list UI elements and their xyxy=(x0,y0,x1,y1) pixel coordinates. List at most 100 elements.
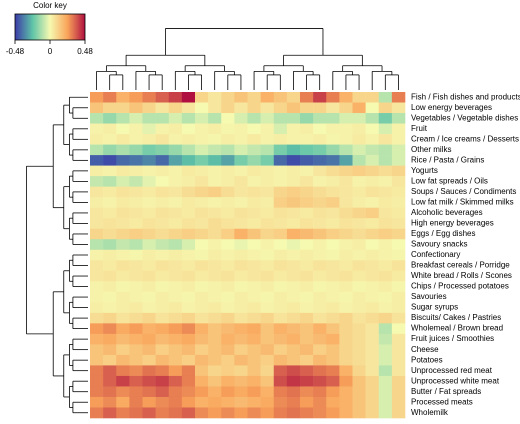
heatmap-cell xyxy=(339,123,353,135)
heatmap-cell xyxy=(273,407,288,419)
row-label: White bread / Rolls / Scones xyxy=(411,271,512,280)
row-label: Low fat spreads / Oils xyxy=(411,176,488,185)
heatmap-cell xyxy=(155,260,170,272)
key-tick-label: 0 xyxy=(48,47,53,56)
heatmap-cell xyxy=(195,333,209,345)
heatmap-cell xyxy=(181,354,196,366)
row-label: Wholemilk xyxy=(411,408,449,417)
heatmap-cell xyxy=(286,92,301,103)
heatmap-cell xyxy=(90,302,104,314)
heatmap-cell xyxy=(181,270,196,282)
heatmap-cell xyxy=(339,291,353,303)
heatmap-cell xyxy=(391,197,406,208)
heatmap-cell xyxy=(326,333,340,345)
heatmap-cell xyxy=(129,396,143,408)
heatmap-cell xyxy=(365,333,380,345)
heatmap-cell xyxy=(326,228,340,240)
heatmap-cell xyxy=(103,333,117,345)
heatmap-cell xyxy=(181,134,196,145)
heatmap-cell xyxy=(195,354,209,366)
heatmap-cell xyxy=(142,165,156,177)
heatmap-cell xyxy=(273,207,288,219)
heatmap-cell xyxy=(168,365,183,377)
heatmap-cell xyxy=(300,291,314,303)
heatmap-cell xyxy=(313,134,327,145)
heatmap-cell xyxy=(116,218,130,230)
heatmap-cell xyxy=(378,197,393,208)
heatmap-cell xyxy=(181,207,196,219)
heatmap-cell xyxy=(208,396,222,408)
heatmap-cell xyxy=(221,239,235,251)
heatmap-cell xyxy=(286,144,301,156)
heatmap-cell xyxy=(142,375,156,387)
heatmap-cell xyxy=(286,155,301,166)
heatmap-cell xyxy=(181,375,196,387)
heatmap-cell xyxy=(142,228,156,240)
heatmap-cell xyxy=(286,386,301,398)
heatmap-cell xyxy=(221,197,235,208)
heatmap-cell xyxy=(378,186,393,198)
heatmap-cell xyxy=(300,186,314,198)
heatmap-cell xyxy=(326,365,340,377)
heatmap-cell xyxy=(208,302,222,314)
heatmap-cell xyxy=(103,144,117,156)
heatmap-cell xyxy=(155,134,170,145)
heatmap-cell xyxy=(286,365,301,377)
heatmap-cell xyxy=(273,134,288,145)
heatmap-cell xyxy=(90,312,104,324)
heatmap-cell xyxy=(195,260,209,272)
heatmap-cell xyxy=(168,155,183,166)
heatmap-cell xyxy=(116,396,130,408)
heatmap-cell xyxy=(391,239,406,251)
heatmap-cell xyxy=(234,291,248,303)
heatmap-cell xyxy=(313,92,327,103)
heatmap-cell xyxy=(181,102,196,114)
heatmap-cell xyxy=(352,354,366,366)
heatmap-cell xyxy=(195,281,209,293)
heatmap-cell xyxy=(129,113,143,124)
row-label: Savouries xyxy=(411,292,447,301)
row-label: Soups / Sauces / Condiments xyxy=(411,187,516,196)
row-label: Chips / Processed potatoes xyxy=(411,282,509,291)
heatmap-cell xyxy=(103,281,117,293)
heatmap-cell xyxy=(129,365,143,377)
key-tick-label: -0.48 xyxy=(6,47,25,56)
heatmap-cell xyxy=(195,291,209,303)
heatmap-cell xyxy=(378,239,393,251)
heatmap-cell xyxy=(273,197,288,208)
heatmap-cell xyxy=(155,165,170,177)
heatmap-cell xyxy=(116,407,130,419)
heatmap-cell xyxy=(260,186,275,198)
heatmap-cell xyxy=(221,270,235,282)
heatmap-cell xyxy=(273,228,288,240)
heatmap-cell xyxy=(221,144,235,156)
heatmap-cell xyxy=(129,218,143,230)
heatmap-cell xyxy=(313,365,327,377)
heatmap-cell xyxy=(208,375,222,387)
heatmap-cell xyxy=(221,386,235,398)
heatmap-cell xyxy=(247,260,261,272)
heatmap-cell xyxy=(391,407,406,419)
heatmap-cell xyxy=(352,134,366,145)
heatmap-cell xyxy=(116,323,130,335)
heatmap-cell xyxy=(391,260,406,272)
heatmap-cell xyxy=(326,260,340,272)
heatmap-cell xyxy=(129,155,143,166)
heatmap-cell xyxy=(195,165,209,177)
heatmap-cell xyxy=(234,176,248,187)
heatmap-cell xyxy=(155,281,170,293)
heatmap-cell xyxy=(221,123,235,135)
heatmap-cell xyxy=(129,207,143,219)
heatmap-cell xyxy=(168,260,183,272)
heatmap-cell xyxy=(168,375,183,387)
heatmap-cell xyxy=(168,312,183,324)
heatmap-cell xyxy=(273,239,288,251)
row-label: Butter / Fat spreads xyxy=(411,387,481,396)
heatmap-cell xyxy=(378,302,393,314)
heatmap-cell xyxy=(260,123,275,135)
heatmap-cell xyxy=(129,260,143,272)
heatmap-cell xyxy=(195,228,209,240)
heatmap-cell xyxy=(260,249,275,261)
heatmap-cell xyxy=(391,155,406,166)
heatmap-cell xyxy=(195,176,209,187)
